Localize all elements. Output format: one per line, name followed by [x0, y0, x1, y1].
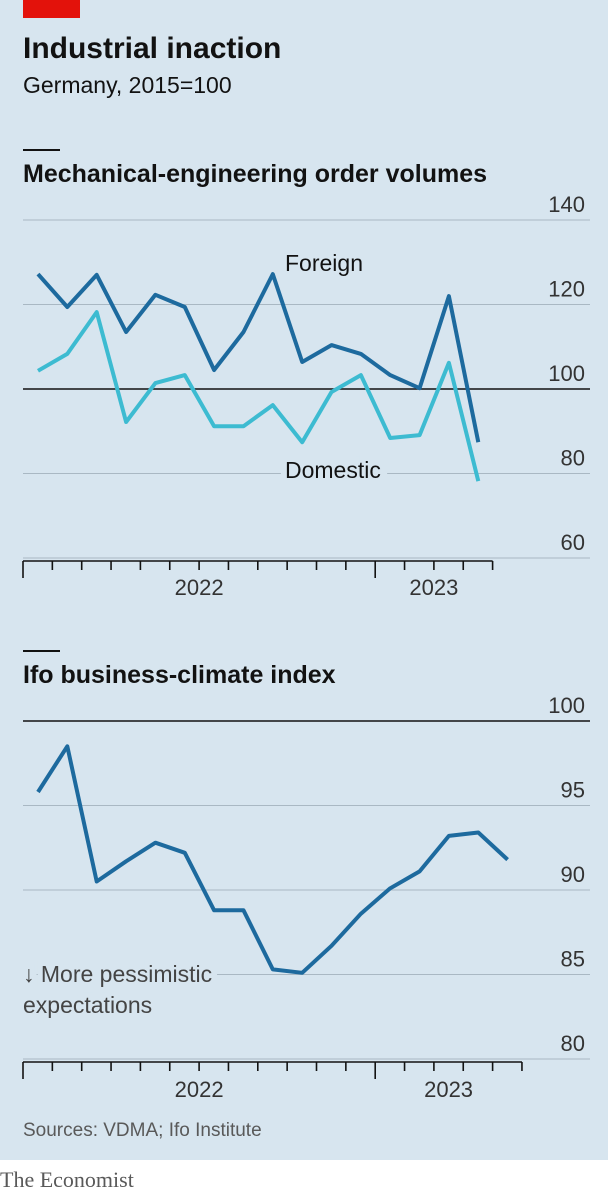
y-tick-label: 60 — [561, 530, 585, 555]
x-tick-label: 2022 — [175, 575, 224, 600]
y-tick-label: 85 — [561, 947, 585, 972]
x-tick-label: 2023 — [409, 575, 458, 600]
series-label: Domestic — [285, 457, 381, 483]
y-tick-label: 140 — [548, 192, 585, 217]
brand: The Economist — [0, 1167, 134, 1192]
x-tick-label: 2023 — [424, 1077, 473, 1102]
background — [0, 0, 608, 1160]
y-tick-label: 90 — [561, 862, 585, 887]
series-label: Foreign — [285, 250, 363, 276]
y-tick-label: 80 — [561, 446, 585, 471]
y-tick-label: 120 — [548, 277, 585, 302]
annotation: ↓ More pessimistic — [23, 961, 212, 987]
y-tick-label: 80 — [561, 1031, 585, 1056]
x-tick-label: 2022 — [175, 1077, 224, 1102]
series-line — [36, 744, 509, 975]
panel-title: Mechanical-engineering order volumes — [23, 160, 487, 188]
y-tick-label: 95 — [561, 778, 585, 803]
subtitle: Germany, 2015=100 — [23, 72, 232, 98]
source: Sources: VDMA; Ifo Institute — [23, 1120, 262, 1141]
panel-title: Ifo business-climate index — [23, 661, 336, 689]
footer-strip — [0, 1160, 608, 1195]
series-line — [36, 272, 481, 443]
red-tag — [23, 0, 80, 18]
series-line — [37, 310, 481, 482]
annotation: expectations — [23, 992, 152, 1018]
y-tick-label: 100 — [548, 361, 585, 386]
title: Industrial inaction — [23, 32, 281, 65]
y-tick-label: 100 — [548, 693, 585, 718]
